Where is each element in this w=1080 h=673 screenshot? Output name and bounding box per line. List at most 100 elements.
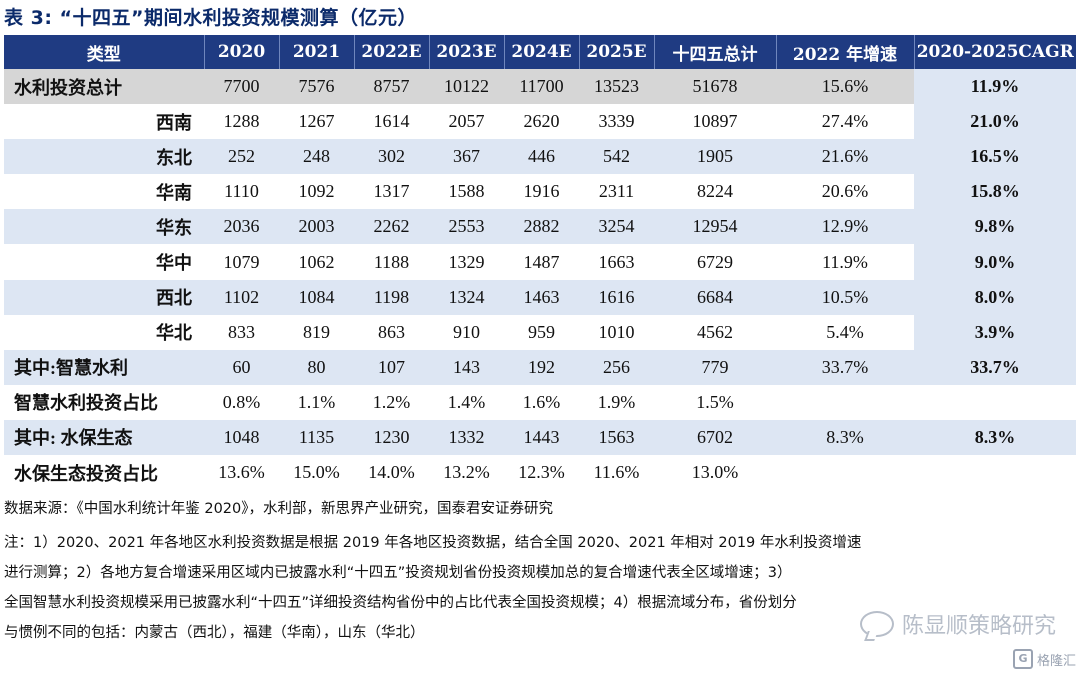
- growth-cell: 5.4%: [826, 321, 864, 342]
- value-cell: 7700: [204, 69, 279, 105]
- cagr-cell: 16.5%: [914, 139, 1076, 175]
- value-cell: 107: [354, 349, 429, 385]
- table-title: 表 3: “十四五”期间水利投资规模测算（亿元）: [4, 7, 418, 29]
- value-cell: 1614: [373, 111, 410, 132]
- value-cell: 1198: [354, 279, 429, 315]
- table-row: 水利投资总计 7700 7576 8757 10122 11700 13523 51678 15…: [4, 69, 1076, 105]
- value-cell: 13.6%: [218, 462, 265, 483]
- value-cell: 1230: [354, 419, 429, 456]
- value-cell: 542: [579, 139, 654, 175]
- row-label: 西北: [4, 279, 204, 315]
- value-cell: 1084: [279, 279, 354, 315]
- value-cell: 1010: [598, 321, 635, 342]
- value-cell: 833: [228, 321, 255, 342]
- row-label: 东北: [4, 139, 204, 175]
- cagr-cell: 15.8%: [914, 174, 1076, 210]
- header-row: 类型 2020 2021 2022E 2023E 2024E 2025E 十四五…: [4, 35, 1076, 69]
- cagr-cell: 8.0%: [914, 279, 1076, 315]
- growth-cell: 20.6%: [821, 181, 869, 202]
- cagr-cell: 3.9%: [914, 314, 1076, 350]
- value-cell: 8224: [697, 181, 733, 202]
- row-label: 华北: [156, 323, 192, 344]
- value-cell: 1288: [223, 111, 260, 132]
- value-cell: 367: [429, 139, 504, 175]
- header-type: 类型: [4, 35, 205, 69]
- value-cell: 1588: [448, 181, 485, 202]
- header-growth-2022: 2022 年增速: [776, 35, 915, 69]
- growth-cell: 8.3%: [776, 419, 914, 456]
- table-row: 西北 1102 1084 1198 1324 1463 1616 6684 10.5% 8.0%: [4, 279, 1076, 315]
- growth-cell: 33.7%: [776, 349, 914, 385]
- value-cell: 0.8%: [222, 391, 261, 412]
- value-cell: 1487: [523, 251, 560, 272]
- value-cell: 14.0%: [368, 462, 415, 483]
- table-row: 华北 833 819 863 910 959 1010 4562 5.4% 3.9%: [4, 314, 1076, 350]
- row-label: 其中:智慧水利: [4, 349, 204, 385]
- value-cell: 2036: [204, 209, 279, 245]
- value-cell: 2620: [523, 111, 560, 132]
- value-cell: 446: [504, 139, 579, 175]
- row-label: 华中: [156, 253, 192, 274]
- value-cell: 51678: [654, 69, 776, 105]
- growth-cell: 11.9%: [822, 251, 868, 272]
- value-cell: 1048: [204, 419, 279, 456]
- footnote-line: 注：1）2020、2021 年各地区水利投资数据是根据 2019 年各地区投资数…: [4, 535, 862, 551]
- value-cell: 11.6%: [593, 462, 640, 483]
- header-cagr: 2020-2025CAGR: [914, 35, 1076, 69]
- row-label: 西南: [156, 112, 192, 133]
- logo-text: 格隆汇: [1036, 653, 1076, 669]
- header-2023e: 2023E: [429, 35, 505, 69]
- header-2025e: 2025E: [579, 35, 655, 69]
- growth-cell: 15.6%: [776, 69, 914, 105]
- value-cell: 4562: [697, 321, 733, 342]
- table-row: 其中: 水保生态 1048 1135 1230 1332 1443 1563 6702 8.3%…: [4, 419, 1076, 456]
- value-cell: 1267: [298, 111, 335, 132]
- row-label: 华东: [4, 209, 204, 245]
- table-row: 西南 1288 1267 1614 2057 2620 3339 10897 27.4% 21.0…: [4, 104, 1076, 140]
- table-row: 智慧水利投资占比 0.8% 1.1% 1.2% 1.4% 1.6% 1.9% 1.5%: [4, 385, 1076, 420]
- value-cell: 1616: [579, 279, 654, 315]
- table-row: 水保生态投资占比 13.6% 15.0% 14.0% 13.2% 12.3% 11.6% 13…: [4, 455, 1076, 490]
- growth-cell: 10.5%: [776, 279, 914, 315]
- header-2021: 2021: [279, 35, 355, 69]
- value-cell: 248: [279, 139, 354, 175]
- investment-table: 类型 2020 2021 2022E 2023E 2024E 2025E 十四五…: [4, 35, 1076, 490]
- value-cell: 1092: [298, 181, 335, 202]
- cagr-cell: [914, 455, 1076, 490]
- logo-icon: G: [1012, 649, 1033, 669]
- header-2022e: 2022E: [354, 35, 430, 69]
- value-cell: 1.1%: [297, 391, 336, 412]
- value-cell: 13523: [579, 69, 654, 105]
- cagr-cell: 9.0%: [914, 244, 1076, 280]
- value-cell: 10897: [692, 111, 738, 132]
- row-label: 智慧水利投资占比: [14, 393, 158, 414]
- row-label: 其中: 水保生态: [4, 419, 204, 456]
- value-cell: 779: [654, 349, 776, 385]
- value-cell: 1563: [579, 419, 654, 456]
- header-total: 十四五总计: [654, 35, 777, 69]
- value-cell: 12.3%: [518, 462, 565, 483]
- value-cell: 1663: [598, 251, 635, 272]
- value-cell: 192: [504, 349, 579, 385]
- header-2024e: 2024E: [504, 35, 580, 69]
- value-cell: 12954: [654, 209, 776, 245]
- table-row: 东北 252 248 302 367 446 542 1905 21.6% 16.5%: [4, 139, 1076, 175]
- row-label: 水利投资总计: [4, 69, 204, 105]
- brand-logo: G 格隆汇: [1012, 649, 1076, 669]
- value-cell: 1.2%: [372, 391, 411, 412]
- cagr-cell: 11.9%: [914, 69, 1076, 105]
- value-cell: 256: [579, 349, 654, 385]
- value-cell: 13.2%: [443, 462, 490, 483]
- value-cell: 10122: [429, 69, 504, 105]
- growth-cell: 27.4%: [821, 111, 869, 132]
- source-note: 数据来源：《中国水利统计年鉴 2020》，水利部，新思界产业研究，国泰君安证券研…: [4, 501, 554, 517]
- value-cell: 1916: [523, 181, 560, 202]
- value-cell: 1.6%: [522, 391, 561, 412]
- value-cell: 1317: [373, 181, 410, 202]
- growth-cell: [776, 455, 914, 490]
- value-cell: 1110: [224, 181, 259, 202]
- value-cell: 1324: [429, 279, 504, 315]
- cagr-cell: 21.0%: [914, 104, 1076, 140]
- table-row: 华中 1079 1062 1188 1329 1487 1663 6729 11.9% 9.0%: [4, 244, 1076, 280]
- cagr-cell: 9.8%: [914, 209, 1076, 245]
